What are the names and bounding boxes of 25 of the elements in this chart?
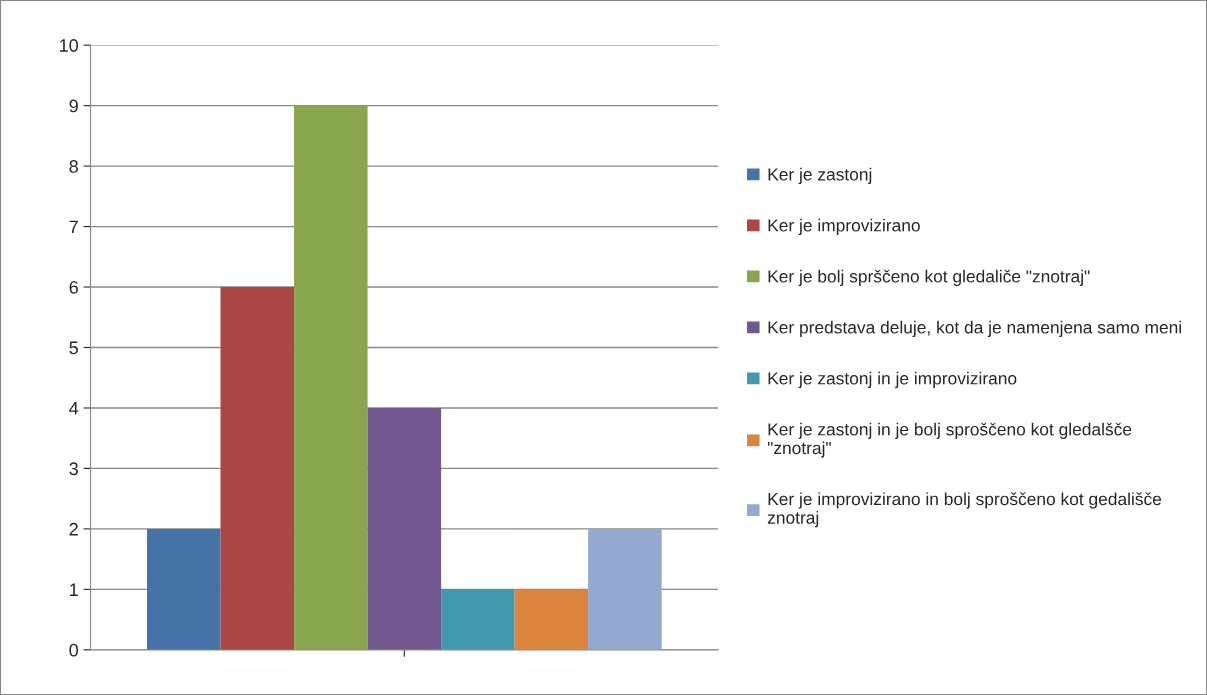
y-tick-label: 6 bbox=[69, 280, 78, 294]
bar bbox=[220, 287, 295, 650]
bar bbox=[441, 589, 515, 650]
bar bbox=[588, 528, 662, 650]
bar bbox=[367, 407, 442, 650]
y-tick-label: 10 bbox=[60, 39, 79, 52]
legend-label: Ker je improvizirano in bolj sproščeno kot gedališče znotraj bbox=[767, 492, 1162, 528]
legend-label: Ker je bolj sprščeno kot gledaliče "znotraj" bbox=[768, 269, 1090, 286]
legend-label: Ker je improvizirano bbox=[768, 218, 920, 235]
legend-label: Ker je zastonj in je bolj sproščeno kot gledalšče "znotraj" bbox=[767, 422, 1132, 458]
bar bbox=[147, 528, 221, 650]
legend-label: Ker je zastonj bbox=[768, 167, 872, 184]
legend-label: Ker je zastonj in je improvizirano bbox=[768, 371, 1017, 388]
bar bbox=[294, 105, 368, 650]
y-tick-label: 4 bbox=[69, 402, 79, 415]
y-tick-label: 1 bbox=[70, 583, 78, 596]
y-tick-label: 0 bbox=[69, 643, 79, 657]
y-tick-label: 2 bbox=[69, 522, 78, 536]
y-tick-label: 3 bbox=[69, 462, 78, 476]
y-tick-label: 8 bbox=[69, 160, 78, 173]
y-tick-label: 5 bbox=[69, 341, 78, 355]
y-tick-label: 9 bbox=[69, 99, 78, 113]
legend-label: Ker predstava deluje, kot da je namenjena samo meni bbox=[768, 320, 1181, 337]
bar bbox=[514, 589, 589, 650]
y-tick-label: 7 bbox=[69, 220, 78, 234]
